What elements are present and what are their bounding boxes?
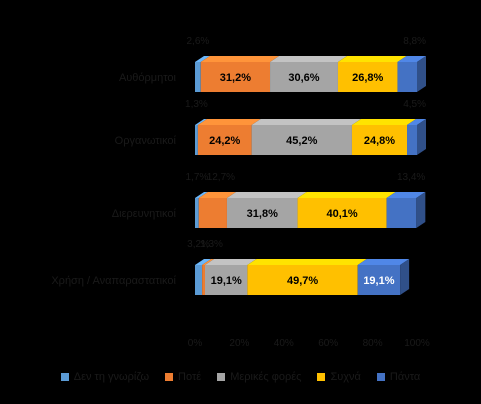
bar-segment-top [351, 119, 417, 125]
bar-segment [226, 198, 298, 228]
category-label: Διερευνητικοί [112, 208, 177, 220]
bar-segment-top [200, 56, 280, 62]
legend-label: Δεν τη γνωρίζω [73, 371, 150, 383]
bar-segment [270, 62, 338, 92]
bar-segment [195, 265, 203, 295]
bar-segment-top [251, 119, 361, 125]
bar-segment-top [195, 259, 212, 265]
bar-segment [197, 125, 252, 155]
legend-swatch [165, 373, 174, 381]
chart-legend: Δεν τη γνωρίζω Ποτέ Μερικές φορές Συχνά Πάντ… [0, 363, 481, 391]
bar-segment-top [270, 56, 347, 62]
bar-segment-top [226, 192, 307, 198]
data-label: 4,5% [403, 99, 426, 110]
bar-segment [204, 265, 248, 295]
category-label: Χρήση / Αναπαραστατικοί [51, 275, 176, 287]
legend-swatch [60, 373, 69, 381]
data-label: 31,8% [247, 208, 278, 220]
bar-segment-top [297, 192, 396, 198]
bar-segment-side [417, 119, 426, 155]
data-label: 24,8% [364, 135, 395, 147]
legend-item: Ποτέ [165, 371, 201, 383]
bar-segment-top [247, 259, 367, 265]
bar-segment [251, 125, 352, 155]
x-tick-label: 0% [188, 338, 203, 349]
bar-segment [247, 265, 358, 295]
legend-item: Μερικές φορές [217, 371, 301, 383]
data-label: 1,7% [185, 172, 208, 183]
x-tick-label: 60% [318, 338, 338, 349]
bar-segment-top [407, 119, 426, 125]
x-tick-label: 40% [274, 338, 294, 349]
bar-segment-top [397, 56, 426, 62]
bar-segment-side [400, 259, 410, 295]
bar-segment [200, 62, 271, 92]
bar-segment [386, 198, 417, 228]
data-label: 26,8% [352, 72, 383, 84]
category-label: Οργανωτικοί [115, 135, 177, 147]
bar-segment [198, 198, 227, 228]
data-label: 19,1% [363, 275, 394, 287]
bar-segment-side [417, 56, 426, 92]
bar-segment-top [204, 259, 257, 265]
bar-segment [337, 62, 398, 92]
legend-swatch [317, 373, 326, 381]
data-label: 40,1% [326, 208, 357, 220]
bar-segment [202, 265, 205, 295]
data-label: 13,4% [397, 172, 425, 183]
legend-label: Ποτέ [178, 371, 202, 383]
category-label: Αυθόρμητοι [119, 72, 177, 84]
bar-segment [195, 62, 201, 92]
data-label: 8,8% [403, 36, 426, 47]
bar-segment [351, 125, 408, 155]
bar-segment [407, 125, 417, 155]
bar-segment [195, 125, 198, 155]
bar-segment [297, 198, 387, 228]
bar-segment-side [416, 192, 426, 228]
legend-label: Συχνά [330, 371, 361, 383]
bar-segment-top [198, 192, 236, 198]
data-label: 1,3% [200, 239, 223, 250]
legend-swatch [376, 373, 385, 381]
data-label: 1,3% [185, 99, 208, 110]
legend-label: Πάντα [389, 371, 421, 383]
data-label: 19,1% [211, 275, 242, 287]
data-label: 3,2% [187, 239, 210, 250]
legend-label: Μερικές φορές [230, 371, 302, 383]
data-label: 31,2% [220, 72, 251, 84]
bar-segment [397, 62, 417, 92]
bar-segment-top [337, 56, 407, 62]
legend-item: Πάντα [376, 371, 421, 383]
bar-segment-top [202, 259, 214, 265]
x-tick-label: 80% [363, 338, 383, 349]
bar-segment-top [195, 56, 210, 62]
bar-segment-top [197, 119, 261, 125]
data-label: 45,2% [286, 135, 317, 147]
bar-segment-top [386, 192, 426, 198]
x-tick-label: 20% [229, 338, 249, 349]
data-label: 30,6% [288, 72, 319, 84]
data-label: 12,7% [207, 172, 235, 183]
bar-segment-top [195, 192, 208, 198]
data-label: 49,7% [287, 275, 318, 287]
legend-swatch [217, 373, 226, 381]
bar-segment [357, 265, 401, 295]
legend-item: Δεν τη γνωρίζω [60, 371, 150, 383]
bar-segment [195, 198, 199, 228]
x-tick-label: 100% [404, 338, 430, 349]
data-label: 24,2% [209, 135, 240, 147]
bar-segment-top [357, 259, 410, 265]
data-label: 2,6% [186, 36, 209, 47]
legend-item: Συχνά [317, 371, 361, 383]
bar-segment-top [195, 119, 207, 125]
